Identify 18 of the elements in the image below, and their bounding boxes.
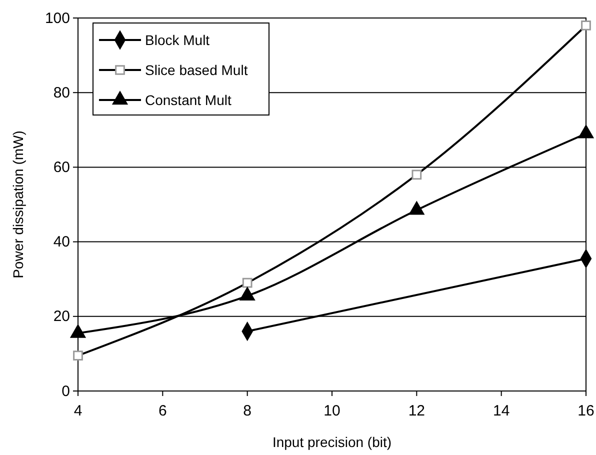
x-tick-label: 8: [243, 402, 252, 420]
y-axis-title: Power dissipation (mW): [10, 130, 26, 278]
x-axis-title: Input precision (bit): [272, 434, 392, 450]
x-tick-label: 12: [408, 402, 426, 420]
x-tick-label: 4: [74, 402, 82, 420]
y-tick-label: 80: [53, 84, 70, 102]
y-tick-label: 100: [44, 10, 70, 27]
x-tick-label: 6: [158, 402, 167, 420]
legend-label: Constant Mult: [145, 92, 232, 108]
y-tick-label: 40: [53, 234, 70, 251]
x-tick-label: 10: [324, 402, 340, 420]
x-tick-label: 16: [578, 402, 594, 420]
legend-label: Block Mult: [145, 32, 210, 48]
x-tick-label: 14: [492, 402, 510, 420]
y-tick-label: 60: [53, 159, 70, 176]
y-tick-label: 0: [62, 382, 70, 400]
y-tick-label: 20: [53, 308, 70, 326]
legend-label: Slice based Mult: [145, 62, 248, 78]
